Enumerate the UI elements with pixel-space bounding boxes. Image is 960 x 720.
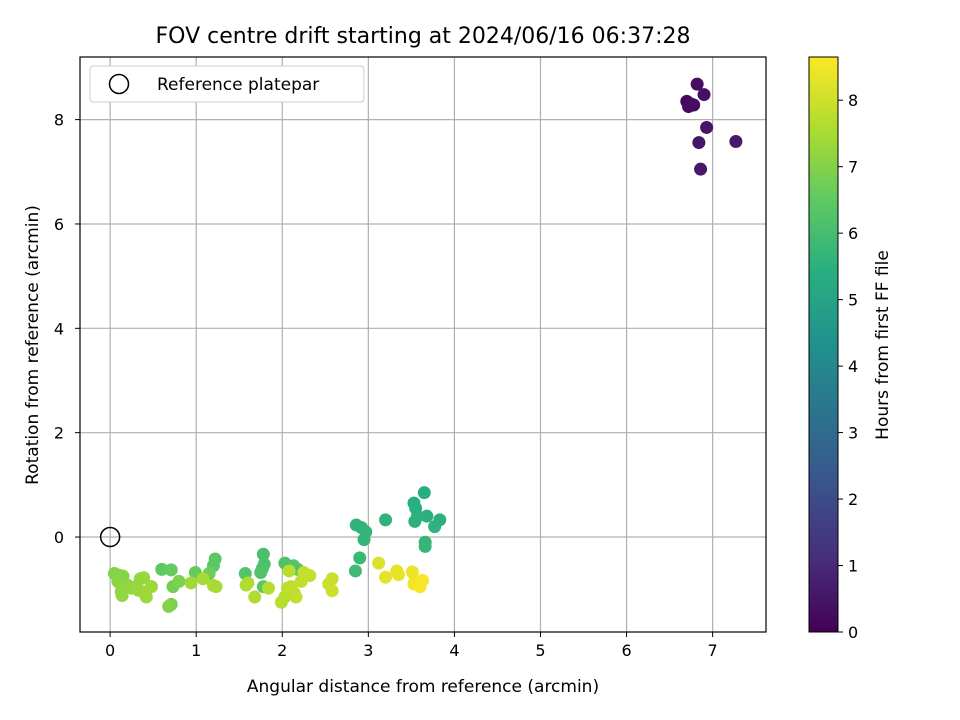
data-point — [428, 520, 442, 534]
colorbar-tick-label: 4 — [848, 357, 858, 376]
data-point — [372, 556, 386, 570]
data-point — [348, 564, 362, 578]
data-point — [692, 136, 706, 150]
x-tick-label: 7 — [708, 641, 718, 660]
colorbar-tick-label: 5 — [848, 291, 858, 310]
colorbar-tick-label: 8 — [848, 91, 858, 110]
data-point — [303, 569, 317, 583]
x-tick-label: 2 — [277, 641, 287, 660]
colorbar-ticks: 0 1 2 3 4 5 6 7 8 — [838, 91, 858, 642]
data-point — [418, 539, 432, 553]
data-point — [115, 588, 129, 602]
data-point — [256, 547, 270, 561]
colorbar-tick-label: 0 — [848, 623, 858, 642]
data-point — [254, 566, 268, 580]
chart-title: FOV centre drift starting at 2024/06/16 … — [156, 24, 691, 49]
data-point — [184, 576, 198, 590]
data-points — [107, 77, 743, 613]
data-point — [155, 562, 169, 576]
legend-entry: Reference platepar — [157, 75, 319, 95]
x-tick-label: 5 — [535, 641, 545, 660]
data-point — [261, 581, 275, 595]
x-tick-label: 0 — [105, 641, 115, 660]
x-axis-label: Angular distance from reference (arcmin) — [247, 677, 599, 697]
plot-frame — [79, 56, 767, 633]
colorbar — [808, 56, 839, 633]
data-point — [417, 486, 431, 500]
data-point — [196, 572, 210, 586]
x-tick-label: 6 — [621, 641, 631, 660]
data-point — [248, 590, 262, 604]
grid-lines — [80, 57, 766, 632]
x-tick-label: 4 — [449, 641, 459, 660]
data-point — [162, 599, 176, 613]
data-point — [694, 162, 708, 176]
colorbar-tick-label: 7 — [848, 158, 858, 177]
colorbar-tick-label: 3 — [848, 424, 858, 443]
x-tick-label: 3 — [363, 641, 373, 660]
y-tick-label: 2 — [54, 424, 64, 443]
data-point — [164, 563, 178, 577]
y-axis-ticks: 0 2 4 6 8 — [54, 111, 80, 547]
data-point — [700, 120, 714, 134]
data-point — [379, 513, 393, 527]
data-point — [408, 514, 422, 528]
data-point — [416, 573, 430, 587]
data-point — [729, 135, 743, 149]
x-axis-ticks: 0 1 2 3 4 5 6 7 — [105, 632, 718, 660]
y-tick-label: 0 — [54, 528, 64, 547]
data-point — [289, 590, 303, 604]
y-axis-label: Rotation from reference (arcmin) — [23, 205, 43, 485]
data-point — [379, 570, 393, 584]
data-point — [357, 533, 371, 547]
data-point — [690, 77, 704, 91]
data-point — [325, 572, 339, 586]
data-point — [391, 568, 405, 582]
colorbar-tick-label: 1 — [848, 557, 858, 576]
data-point — [353, 551, 367, 565]
data-point — [137, 571, 151, 585]
data-point — [420, 509, 434, 523]
y-tick-label: 6 — [54, 215, 64, 234]
data-point — [139, 590, 153, 604]
data-point — [282, 564, 296, 578]
data-point — [172, 574, 186, 588]
y-tick-label: 4 — [54, 319, 64, 338]
x-tick-label: 1 — [191, 641, 201, 660]
data-point — [206, 579, 220, 593]
colorbar-label: Hours from first FF file — [873, 250, 893, 440]
colorbar-tick-label: 6 — [848, 224, 858, 243]
colorbar-tick-label: 2 — [848, 490, 858, 509]
data-point — [325, 584, 339, 598]
reference-point — [99, 526, 121, 548]
data-point — [144, 580, 158, 594]
legend: Reference platepar — [89, 65, 365, 103]
legend-marker — [108, 73, 130, 95]
legend-box — [89, 65, 365, 103]
y-tick-label: 8 — [54, 111, 64, 130]
data-point — [697, 88, 711, 102]
data-point — [687, 98, 701, 112]
data-point — [239, 578, 253, 592]
reference-marker — [99, 526, 121, 548]
